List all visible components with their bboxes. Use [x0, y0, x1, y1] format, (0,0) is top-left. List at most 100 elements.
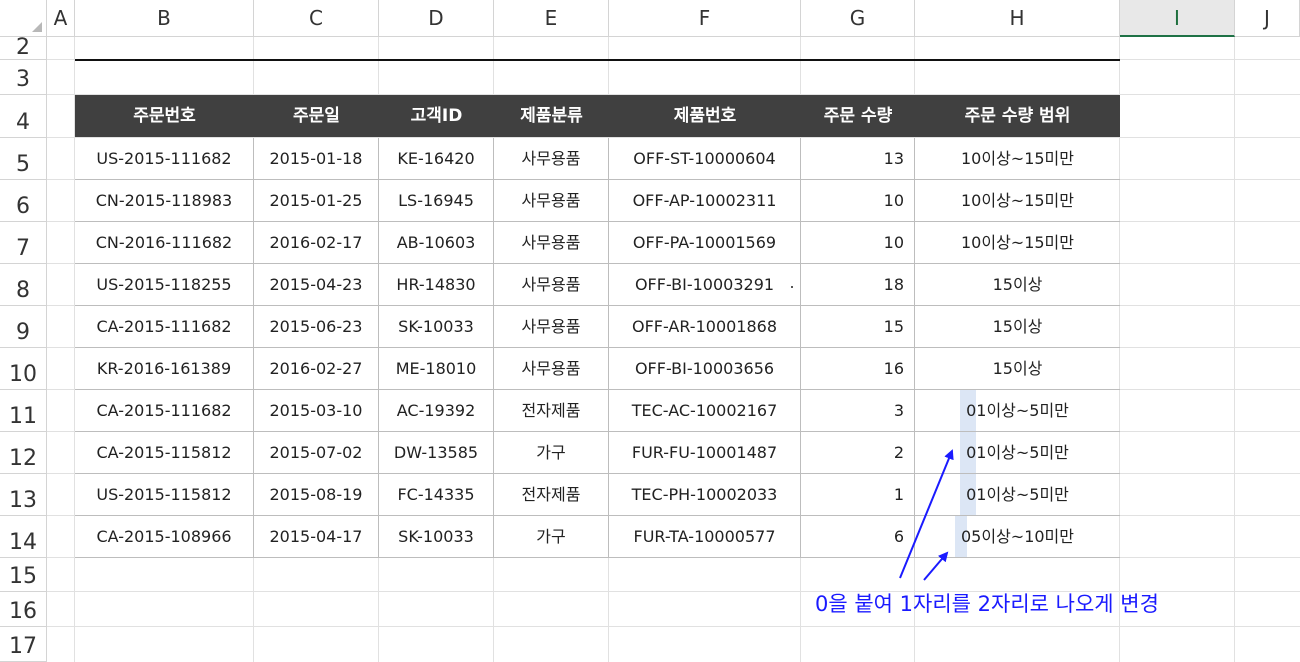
table-header-cell[interactable]: 주문일 [293, 106, 340, 126]
table-cell[interactable]: 2015-07-02 [254, 432, 379, 473]
select-all-corner[interactable] [0, 0, 47, 37]
table-cell[interactable]: CA-2015-108966 [75, 516, 254, 557]
table-header-cell[interactable]: 주문 수량 범위 [964, 106, 1071, 126]
table-cell[interactable]: 10 [801, 180, 915, 221]
table-cell[interactable]: HR-14830 [379, 264, 494, 305]
table-cell[interactable]: OFF-AR-10001868 [609, 306, 801, 347]
row-header-9[interactable]: 9 [0, 306, 47, 348]
table-cell[interactable]: TEC-AC-10002167 [609, 390, 801, 431]
column-header-a[interactable]: A [47, 0, 75, 37]
table-cell[interactable]: FUR-TA-10000577 [609, 516, 801, 557]
table-cell[interactable]: SK-10033 [379, 516, 494, 557]
row-header-10[interactable]: 10 [0, 348, 47, 390]
table-cell[interactable]: 10이상~15미만 [960, 149, 1074, 168]
table-cell[interactable]: DW-13585 [379, 432, 494, 473]
column-header-c[interactable]: C [254, 0, 379, 37]
table-cell[interactable]: 2015-04-17 [254, 516, 379, 557]
table-cell[interactable]: US-2015-111682 [75, 138, 254, 179]
row-header-8[interactable]: 8 [0, 264, 47, 306]
column-header-f[interactable]: F [609, 0, 801, 37]
table-cell[interactable]: 사무용품 [494, 306, 609, 347]
row-header-3[interactable]: 3 [0, 60, 47, 95]
table-cell[interactable]: KR-2016-161389 [75, 348, 254, 389]
table-cell[interactable]: 사무용품 [494, 222, 609, 263]
table-cell[interactable]: 10이상~15미만 [960, 191, 1074, 210]
row-header-6[interactable]: 6 [0, 180, 47, 222]
table-cell[interactable]: OFF-AP-10002311 [609, 180, 801, 221]
row-header-2[interactable]: 2 [0, 37, 47, 60]
table-cell[interactable]: 01이상~5미만 [966, 401, 1069, 420]
table-cell[interactable]: OFF-ST-10000604 [609, 138, 801, 179]
row-header-13[interactable]: 13 [0, 474, 47, 516]
table-cell[interactable]: 15이상 [992, 275, 1043, 294]
table-cell[interactable]: ME-18010 [379, 348, 494, 389]
row-header-17[interactable]: 17 [0, 627, 47, 662]
column-header-b[interactable]: B [75, 0, 254, 37]
table-cell[interactable]: 15이상 [992, 317, 1043, 336]
column-header-i[interactable]: I [1120, 0, 1235, 37]
column-header-g[interactable]: G [801, 0, 915, 37]
table-cell[interactable]: 사무용품 [494, 138, 609, 179]
row-header-12[interactable]: 12 [0, 432, 47, 474]
table-cell[interactable]: CN-2015-118983 [75, 180, 254, 221]
row-header-15[interactable]: 15 [0, 558, 47, 592]
table-header-cell[interactable]: 주문번호 [133, 106, 196, 126]
table-cell[interactable]: 사무용품 [494, 264, 609, 305]
table-cell[interactable]: 전자제품 [494, 390, 609, 431]
table-cell[interactable]: AC-19392 [379, 390, 494, 431]
table-cell[interactable]: 6 [801, 516, 915, 557]
table-cell[interactable]: SK-10033 [379, 306, 494, 347]
table-cell[interactable]: 2015-03-10 [254, 390, 379, 431]
table-cell[interactable]: TEC-PH-10002033 [609, 474, 801, 515]
row-header-14[interactable]: 14 [0, 516, 47, 558]
table-cell[interactable]: 01이상~5미만 [966, 485, 1069, 504]
table-cell[interactable]: 10이상~15미만 [960, 233, 1074, 252]
table-cell[interactable]: 3 [801, 390, 915, 431]
table-cell[interactable]: CA-2015-115812 [75, 432, 254, 473]
row-header-11[interactable]: 11 [0, 390, 47, 432]
table-cell[interactable]: 18 [801, 264, 915, 305]
table-cell[interactable]: US-2015-115812 [75, 474, 254, 515]
table-cell[interactable]: US-2015-118255 [75, 264, 254, 305]
table-cell[interactable]: 사무용품 [494, 348, 609, 389]
table-cell[interactable]: AB-10603 [379, 222, 494, 263]
table-cell[interactable]: 전자제품 [494, 474, 609, 515]
table-cell[interactable]: 15 [801, 306, 915, 347]
table-cell[interactable]: OFF-BI-10003291 [609, 264, 801, 305]
table-cell[interactable]: LS-16945 [379, 180, 494, 221]
table-cell[interactable]: 13 [801, 138, 915, 179]
table-cell[interactable]: 2016-02-27 [254, 348, 379, 389]
column-header-j[interactable]: J [1235, 0, 1300, 37]
row-header-5[interactable]: 5 [0, 138, 47, 180]
table-cell[interactable]: 2 [801, 432, 915, 473]
table-cell[interactable]: 2015-01-25 [254, 180, 379, 221]
table-cell[interactable]: CA-2015-111682 [75, 390, 254, 431]
table-cell[interactable]: FC-14335 [379, 474, 494, 515]
table-cell[interactable]: CN-2016-111682 [75, 222, 254, 263]
table-cell[interactable]: CA-2015-111682 [75, 306, 254, 347]
table-cell[interactable]: FUR-FU-10001487 [609, 432, 801, 473]
table-cell[interactable]: 사무용품 [494, 180, 609, 221]
table-cell[interactable]: 2015-01-18 [254, 138, 379, 179]
row-header-4[interactable]: 4 [0, 95, 47, 138]
table-cell[interactable]: 2016-02-17 [254, 222, 379, 263]
table-header-cell[interactable]: 제품번호 [673, 106, 737, 126]
table-cell[interactable]: 16 [801, 348, 915, 389]
column-header-d[interactable]: D [379, 0, 494, 37]
table-cell[interactable]: 01이상~5미만 [966, 443, 1069, 462]
table-header-cell[interactable]: 제품분류 [520, 106, 583, 126]
table-cell[interactable]: 가구 [494, 432, 609, 473]
table-header-cell[interactable]: 주문 수량 [823, 106, 893, 126]
row-header-16[interactable]: 16 [0, 592, 47, 627]
table-cell[interactable]: 15이상 [992, 359, 1043, 378]
column-header-h[interactable]: H [915, 0, 1120, 37]
table-cell[interactable]: 10 [801, 222, 915, 263]
table-cell[interactable]: 2015-06-23 [254, 306, 379, 347]
table-cell[interactable]: KE-16420 [379, 138, 494, 179]
column-header-e[interactable]: E [494, 0, 609, 37]
table-cell[interactable]: OFF-PA-10001569 [609, 222, 801, 263]
table-cell[interactable]: 2015-04-23 [254, 264, 379, 305]
table-header-cell[interactable]: 고객ID [410, 106, 463, 126]
table-cell[interactable]: 1 [801, 474, 915, 515]
table-cell[interactable]: OFF-BI-10003656 [609, 348, 801, 389]
